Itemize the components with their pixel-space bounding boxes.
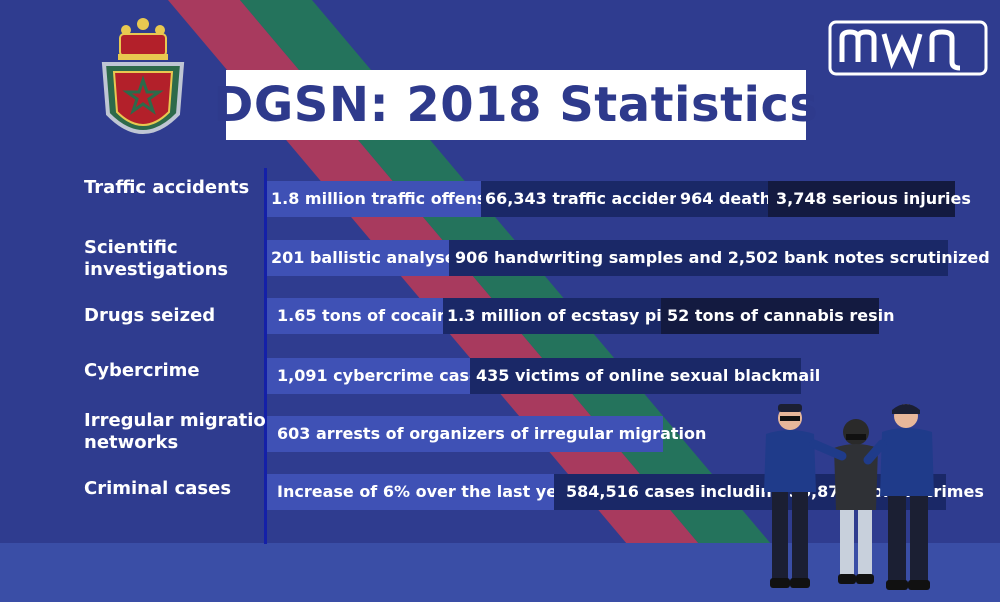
stat-segment: 52 tons of cannabis resin [661, 298, 895, 334]
stat-segment: 3,748 serious injuries [768, 181, 971, 217]
police-emblem-icon [101, 18, 185, 134]
category-label-drugs: Drugs seized [84, 305, 215, 327]
category-label-line: investigations [84, 259, 229, 280]
stat-row-cybercrime: 1,091 cybercrime cases 435 victims of on… [267, 358, 820, 394]
category-label-traffic: Traffic accidents [84, 177, 249, 199]
stat-row-scientific: 201 ballistic analyses 906 handwriting s… [267, 240, 990, 276]
category-label-line: Scientific [84, 237, 178, 258]
stat-segment: 201 ballistic analyses [267, 240, 465, 276]
category-label-cybercrime: Cybercrime [84, 360, 200, 382]
footer-band [0, 543, 1000, 602]
category-label-scientific: Scientific investigations [84, 237, 228, 281]
page-title: DGSN: 2018 Statistics [213, 77, 819, 133]
stat-segment: 1,091 cybercrime cases [267, 358, 489, 394]
stat-row-drugs: 1.65 tons of cocaine 1.3 million of ecst… [267, 298, 895, 334]
category-label-line: Criminal cases [84, 478, 232, 499]
stat-segment: Increase of 6% over the last year [267, 474, 576, 510]
mwn-logo-icon [828, 20, 988, 76]
category-label-line: Irregular migration [84, 410, 279, 431]
stat-segment: 1.8 million traffic offenses [267, 181, 507, 217]
stat-segment: 964 deaths [676, 181, 781, 217]
stat-segment: 906 handwriting samples and 2,502 bank n… [449, 240, 990, 276]
stat-row-traffic: 1.8 million traffic offenses 66,343 traf… [267, 181, 971, 217]
category-label-line: Cybercrime [84, 360, 200, 381]
category-label-line: networks [84, 432, 179, 453]
stat-segment: 66,343 traffic accidents [481, 181, 698, 217]
stat-row-migration: 603 arrests of organizers of irregular m… [267, 416, 706, 452]
title-box: DGSN: 2018 Statistics [214, 70, 818, 140]
category-label-line: Drugs seized [84, 305, 216, 326]
category-label-criminal: Criminal cases [84, 478, 231, 500]
police-officers-arresting-suspect-icon [764, 404, 934, 590]
stat-segment: 1.3 million of ecstasy pills [443, 298, 682, 334]
divider-line [264, 168, 267, 544]
stat-segment: 1.65 tons of cocaine [267, 298, 459, 334]
category-label-migration: Irregular migration networks [84, 410, 279, 454]
stat-segment: 603 arrests of organizers of irregular m… [267, 416, 706, 452]
category-label-line: Traffic accidents [84, 177, 250, 198]
stat-segment: 435 victims of online sexual blackmail [470, 358, 820, 394]
